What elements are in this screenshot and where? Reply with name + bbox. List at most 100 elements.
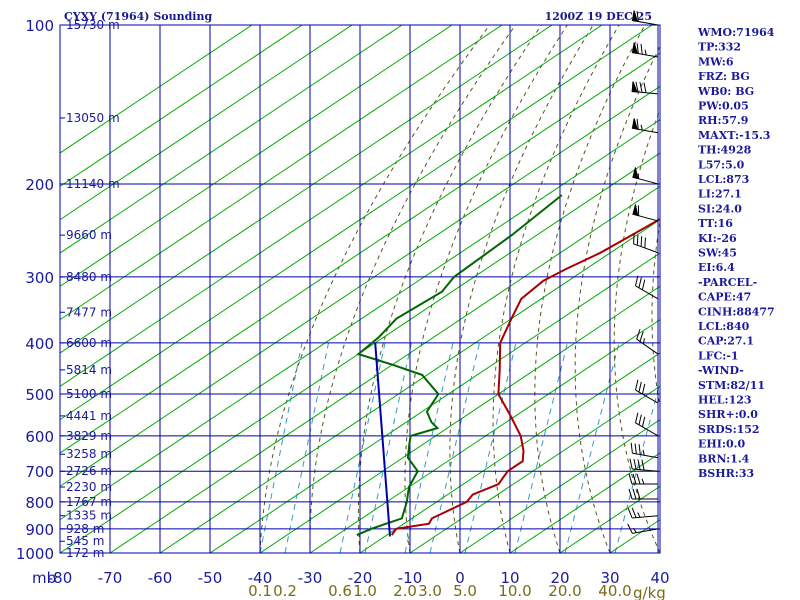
isotherm — [60, 25, 553, 354]
index-entry: TH:4928 — [698, 144, 752, 157]
height-label: 3829 m — [66, 429, 112, 443]
isotherm — [109, 185, 660, 553]
barb-pennant — [631, 81, 638, 93]
wind-barb — [634, 275, 659, 300]
barb-half-flag — [637, 512, 641, 518]
barb-flag — [636, 329, 641, 340]
height-label: 4441 m — [66, 409, 112, 423]
mixing-ratio-line — [259, 342, 303, 553]
isotherm — [60, 25, 253, 154]
temperature-tick-label: -70 — [98, 569, 123, 587]
index-entry: MW:6 — [698, 55, 734, 68]
dry-adiabat — [574, 45, 660, 553]
dry-adiabats — [259, 25, 660, 553]
index-entry: SHR+:0.0 — [698, 408, 758, 421]
dry-adiabat — [492, 25, 620, 553]
height-label: 3258 m — [66, 447, 112, 461]
index-entry: EHI:0.0 — [698, 438, 745, 451]
barb-flag — [640, 43, 643, 55]
wind-barb — [632, 204, 659, 222]
index-entry: LFC:-1 — [698, 349, 739, 362]
pressure-label: 500 — [25, 386, 54, 404]
isotherm — [159, 219, 660, 553]
isotherms — [60, 25, 800, 553]
temperature-tick-label: 30 — [600, 569, 619, 587]
index-entry: WMO:71964 — [697, 26, 775, 39]
isotherm — [760, 25, 800, 553]
barb-staff — [635, 422, 659, 437]
isotherm — [60, 25, 653, 421]
index-entry: TP:332 — [698, 41, 741, 54]
wind-barb — [631, 118, 659, 134]
mixing-ratio-line — [614, 380, 660, 553]
mixing-ratio-line — [464, 342, 517, 553]
barb-flag — [639, 331, 644, 342]
index-entry: LCL:873 — [698, 173, 749, 186]
barb-flag — [627, 508, 633, 519]
barb-flag — [636, 118, 639, 130]
barb-flag — [632, 473, 637, 485]
wind-barb — [629, 458, 659, 472]
barb-half-flag — [642, 449, 645, 456]
station-title: CYXY (71964) Sounding — [64, 10, 212, 23]
wind-barb — [634, 412, 659, 437]
barb-flag — [636, 488, 641, 500]
pressure-unit-label: mb — [32, 569, 56, 587]
height-label: 172 m — [66, 546, 104, 560]
index-entry: BRN:1.4 — [698, 452, 750, 465]
pressure-axis: 100 200 300 400 500 600 700 800 900 1000 mb — [16, 17, 56, 587]
height-label: 2726 m — [66, 464, 112, 478]
dry-adiabat — [404, 25, 568, 553]
height-label: 545 m — [66, 534, 104, 548]
barb-pennant — [631, 118, 639, 130]
barb-half-flag — [644, 49, 647, 56]
dry-adiabat — [309, 25, 516, 553]
pressure-label: 1000 — [16, 545, 54, 563]
wind-barb — [631, 10, 659, 26]
isotherm — [259, 285, 660, 553]
mixing-ratio-line — [364, 342, 412, 553]
mixing-ratio-label: 2.0 — [393, 582, 417, 600]
height-label: 15730 m — [66, 18, 120, 32]
barb-pennant — [632, 167, 639, 180]
barb-flag — [634, 379, 639, 391]
mixing-ratio-label: 0.1 — [248, 582, 272, 600]
index-entry: PW:0.05 — [698, 100, 749, 113]
temperature-tick-label: -50 — [198, 569, 223, 587]
barb-flag — [636, 234, 639, 246]
isotherm — [60, 119, 660, 521]
mixing-ratio-label: 1.0 — [353, 582, 377, 600]
isotherm — [60, 25, 353, 221]
pressure-label: 600 — [25, 428, 54, 446]
dewpoint-profile — [356, 194, 563, 537]
height-label: 11140 m — [66, 177, 120, 191]
barb-staff — [636, 338, 659, 355]
barb-flag — [644, 237, 646, 249]
mixing-ratio-line — [514, 342, 568, 553]
temperature-tick-label: -30 — [298, 569, 323, 587]
mixing-ratio-label: 40.0 — [598, 582, 631, 600]
wind-barb — [627, 523, 659, 534]
index-entry: TT:16 — [698, 217, 733, 230]
isotherm — [359, 352, 660, 553]
isotherm — [409, 385, 660, 553]
height-label: 5100 m — [66, 387, 112, 401]
index-entry: CAP:27.1 — [698, 335, 754, 348]
barb-half-flag — [642, 338, 645, 344]
isotherm — [60, 85, 660, 487]
barb-half-flag — [640, 124, 643, 131]
dry-adiabat — [357, 25, 542, 553]
barb-flag — [641, 383, 646, 395]
height-label: 1335 m — [66, 509, 112, 523]
index-entry: CINH:88477 — [698, 305, 775, 318]
barb-flag — [633, 233, 635, 244]
wind-barb — [628, 488, 658, 500]
isotherm — [60, 25, 453, 287]
index-entry: WB0: BG — [697, 85, 754, 98]
barb-staff — [632, 452, 659, 459]
wind-barb — [631, 81, 659, 95]
temperature-profile — [390, 217, 660, 536]
barb-pennant — [631, 42, 639, 55]
wind-barb — [633, 233, 659, 254]
